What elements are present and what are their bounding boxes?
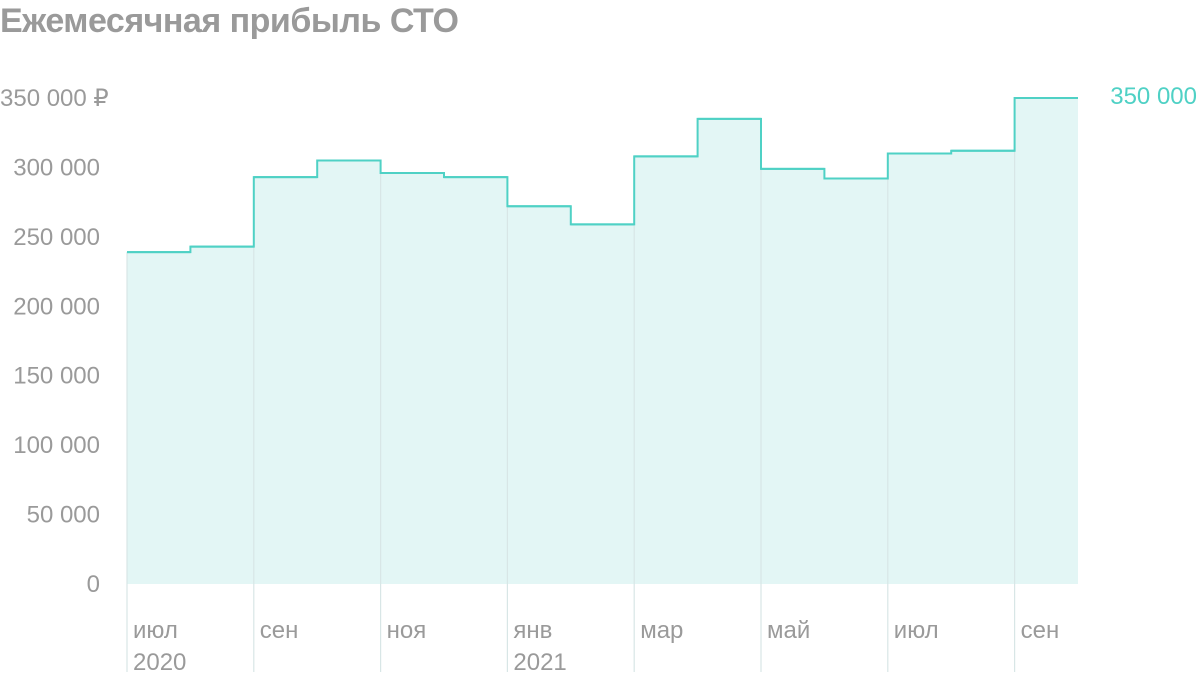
x-tick-label: июл <box>133 617 178 644</box>
x-tick-label: янв <box>513 617 552 644</box>
x-tick-label: ноя <box>387 617 427 644</box>
x-tick-label: сен <box>260 617 299 644</box>
y-tick-label: 200 000 <box>13 293 100 320</box>
y-tick-label: 300 000 <box>13 154 100 181</box>
x-year-label: 2021 <box>513 649 566 676</box>
area-fill <box>127 98 1078 584</box>
y-tick-label: 250 000 <box>13 224 100 251</box>
x-tick-label: мар <box>640 617 683 644</box>
x-tick-label: май <box>767 617 810 644</box>
y-tick-label: 100 000 <box>13 432 100 459</box>
y-tick-label: 0 <box>87 571 100 598</box>
y-tick-label: 350 000 ₽ <box>0 85 109 112</box>
x-year-label: 2020 <box>133 649 186 676</box>
last-value-label: 350 000 <box>1110 83 1197 110</box>
x-tick-label: сен <box>1021 617 1060 644</box>
x-tick-label: июл <box>894 617 939 644</box>
chart-title: Ежемесячная прибыль СТО <box>0 2 459 40</box>
y-tick-label: 150 000 <box>13 363 100 390</box>
y-tick-label: 50 000 <box>27 502 100 529</box>
